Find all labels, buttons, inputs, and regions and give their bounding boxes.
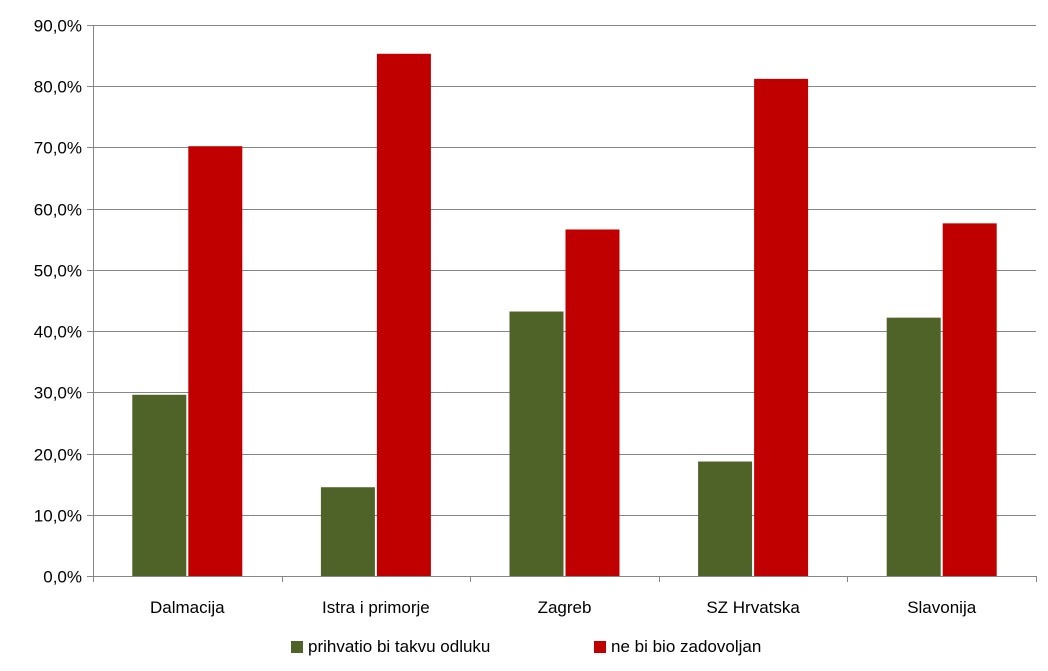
bar-prihvatio-2	[509, 311, 564, 576]
legend-label: ne bi bio zadovoljan	[611, 637, 761, 656]
x-category-label: SZ Hrvatska	[706, 598, 800, 617]
y-tick-label: 40,0%	[34, 323, 82, 342]
y-tick-label: 20,0%	[34, 446, 82, 465]
x-category-label: Zagreb	[538, 598, 592, 617]
bar-ne-bi-0	[188, 146, 243, 576]
bars	[132, 53, 997, 577]
y-tick-label: 0,0%	[43, 568, 82, 587]
bar-prihvatio-0	[132, 394, 187, 576]
bar-prihvatio-1	[320, 487, 375, 576]
x-category-label: Istra i primorje	[322, 598, 430, 617]
bar-ne-bi-4	[942, 223, 997, 577]
bar-ne-bi-1	[376, 53, 431, 577]
bar-ne-bi-3	[754, 78, 809, 577]
gridlines	[93, 25, 1036, 516]
x-category-label: Dalmacija	[150, 598, 225, 617]
x-category-labels: Dalmacija Istra i primorje Zagreb SZ Hrvats…	[150, 598, 977, 617]
y-tick-label: 50,0%	[34, 262, 82, 281]
y-tick-labels: 0,0% 10,0% 20,0% 30,0% 40,0% 50,0% 60,0% 70,0% 8…	[34, 17, 82, 587]
bar-ne-bi-2	[565, 229, 620, 576]
legend-swatch	[291, 641, 303, 653]
y-tick-label: 10,0%	[34, 507, 82, 526]
legend: prihvatio bi takvu odluku ne bi bio zadov…	[291, 637, 761, 656]
y-tick-label: 30,0%	[34, 384, 82, 403]
x-category-label: Slavonija	[907, 598, 977, 617]
axes	[87, 25, 1037, 582]
bar-prihvatio-4	[886, 317, 941, 576]
legend-swatch	[594, 641, 606, 653]
y-tick-label: 80,0%	[34, 78, 82, 97]
bar-prihvatio-3	[698, 461, 753, 576]
y-tick-label: 70,0%	[34, 139, 82, 158]
y-tick-label: 90,0%	[34, 17, 82, 36]
y-tick-label: 60,0%	[34, 201, 82, 220]
legend-label: prihvatio bi takvu odluku	[308, 637, 490, 656]
